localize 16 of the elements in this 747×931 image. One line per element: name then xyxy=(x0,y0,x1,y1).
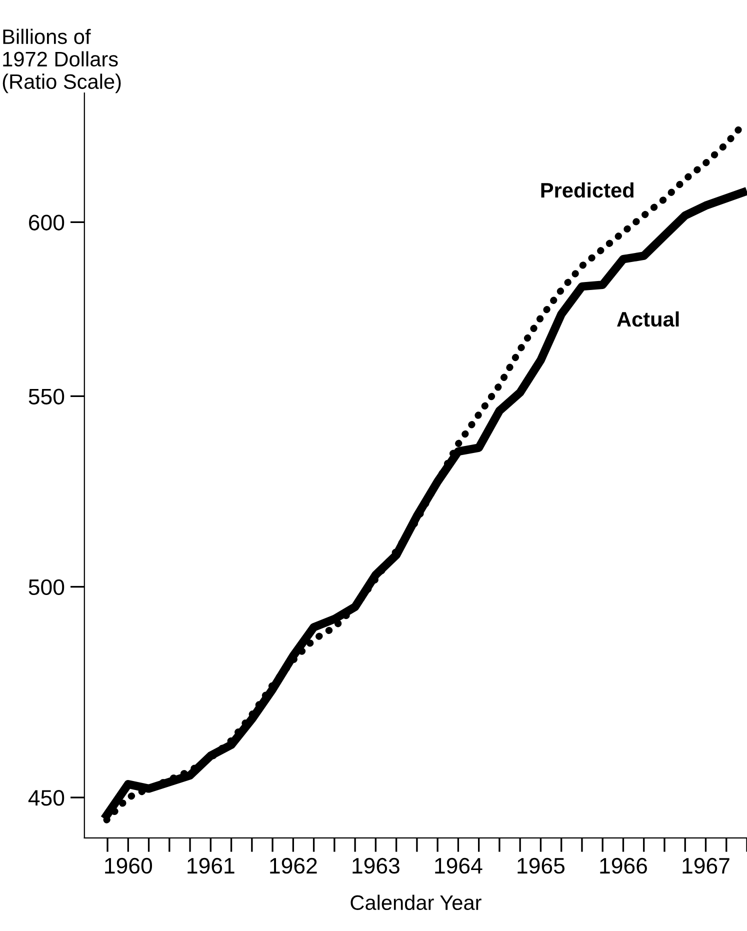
x-tick-label: 1967 xyxy=(682,858,730,874)
x-tick-label: 1961 xyxy=(188,858,234,874)
x-tick-label: 1966 xyxy=(600,858,647,874)
y-tick-label: 550 xyxy=(28,388,64,404)
x-tick-label: 1960 xyxy=(105,858,152,874)
x-tick-label: 1963 xyxy=(352,858,400,874)
y-tick-label: 500 xyxy=(28,579,64,596)
series-label: Predicted xyxy=(541,182,634,198)
y-tick-label: 450 xyxy=(28,790,64,806)
y-axis-title: Billions of 1972 Dollars (Ratio Scale) xyxy=(2,28,121,94)
x-tick-label: 1964 xyxy=(435,858,482,874)
x-axis-title: Calendar Year xyxy=(350,894,482,910)
x-tick-label: 1965 xyxy=(518,858,565,874)
x-tick-label: 1962 xyxy=(270,858,317,874)
y-tick-label: 600 xyxy=(29,214,64,230)
series-label: Actual xyxy=(617,311,679,327)
